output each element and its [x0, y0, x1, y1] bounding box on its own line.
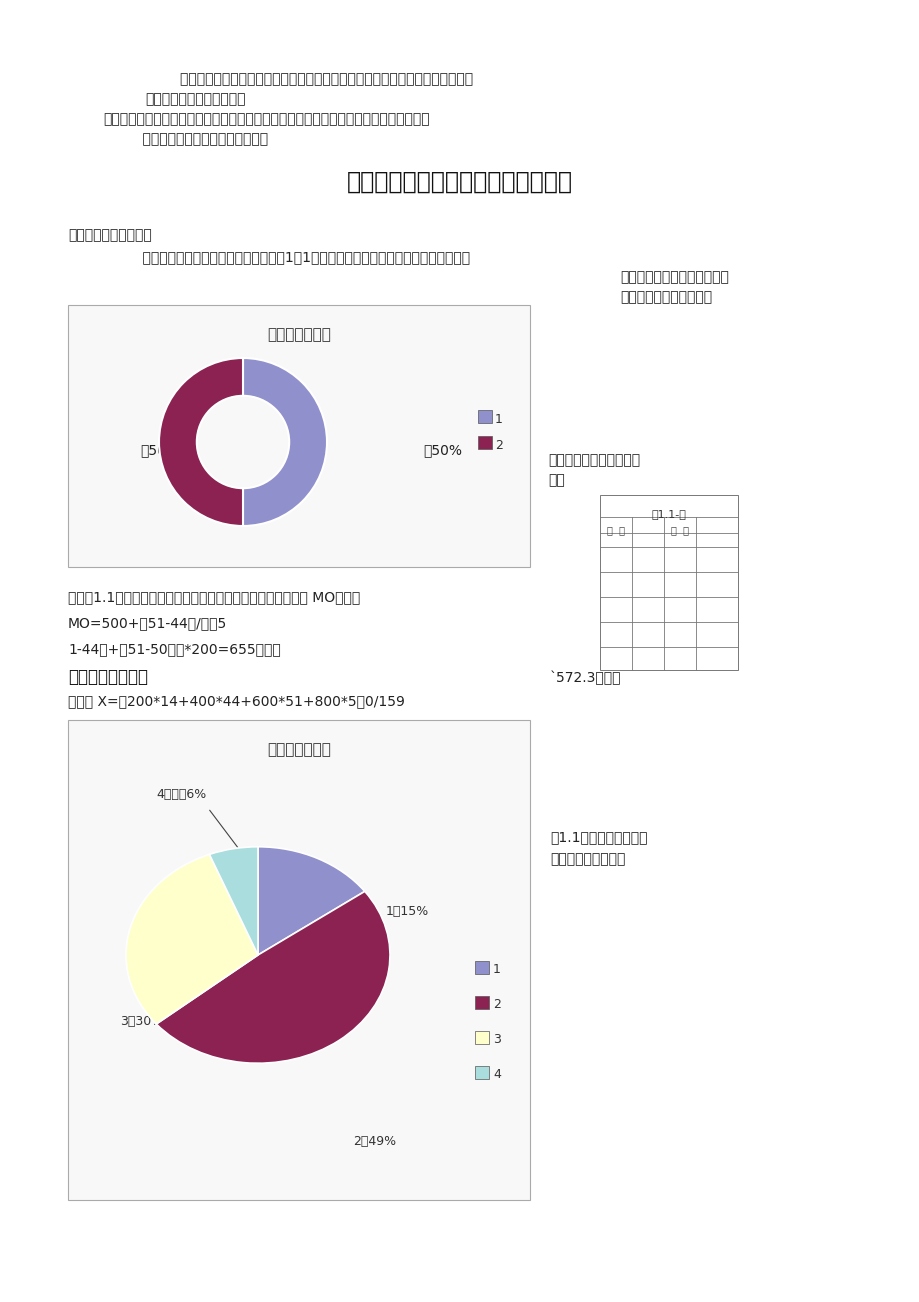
Text: 男50%: 男50%: [423, 443, 461, 457]
Text: 2: 2: [494, 439, 503, 452]
Text: 3次30%: 3次30%: [119, 1016, 163, 1029]
Wedge shape: [210, 846, 257, 954]
Bar: [478, 410, 492, 423]
Text: 被访问者的性别: 被访问者的性别: [267, 327, 331, 342]
Text: 在被访问者当中，基本上达到男女比例1：1的平衡，对于调查过程中出现男女之间价值: 在被访问者当中，基本上达到男女比例1：1的平衡，对于调查过程中出现男女之间价值: [125, 250, 470, 264]
Bar: [599, 495, 737, 671]
Text: MO=500+（51-44）/［（5: MO=500+（51-44）/［（5: [68, 616, 227, 630]
Bar: [474, 1031, 489, 1044]
Bar: [474, 961, 489, 974]
Text: 3: 3: [493, 1032, 500, 1046]
Wedge shape: [156, 892, 390, 1064]
Text: 1次15%: 1次15%: [386, 905, 429, 918]
Text: 2: 2: [493, 999, 500, 1010]
Wedge shape: [126, 854, 257, 1023]
Text: 大学生每月消费额: 大学生每月消费额: [68, 668, 148, 686]
Text: 1: 1: [493, 963, 500, 976]
Text: 表1.1-调: 表1.1-调: [651, 509, 686, 519]
Text: 向  向: 向 向: [670, 525, 688, 535]
Text: 大部分大学生在日常: 大部分大学生在日常: [550, 852, 625, 866]
Text: 计调查表格、问卷撰写调查计划书: 计调查表格、问卷撰写调查计划书: [125, 132, 267, 146]
Wedge shape: [257, 846, 365, 954]
Text: `572.3（元）: `572.3（元）: [550, 671, 621, 685]
Bar: [474, 996, 489, 1009]
Text: 根据表1.1的数据，经过计算可得到大学生每月消费水平的众数 MO的值：: 根据表1.1的数据，经过计算可得到大学生每月消费水平的众数 MO的值：: [68, 590, 360, 604]
Bar: [68, 720, 529, 1200]
Text: 对本土牙膏的普及率统计，市场需求潜力的测定与市场占有率测定。对搜索的信: 对本土牙膏的普及率统计，市场需求潜力的测定与市场占有率测定。对搜索的信: [145, 72, 472, 86]
Text: 析：: 析：: [548, 473, 564, 487]
Text: 的均值 X=（200*14+400*44+600*51+800*5）0/159: 的均值 X=（200*14+400*44+600*51+800*5）0/159: [68, 694, 404, 708]
Text: 4: 4: [493, 1068, 500, 1081]
Bar: [68, 305, 529, 566]
Text: 一天刷多少次牙: 一天刷多少次牙: [267, 742, 331, 756]
Bar: [474, 1066, 489, 1079]
Text: 息分类、整理或制成表格。: 息分类、整理或制成表格。: [145, 92, 245, 105]
Text: 2次49%: 2次49%: [353, 1135, 396, 1148]
Bar: [478, 436, 492, 449]
Text: 工  装: 工 装: [607, 525, 624, 535]
Text: 七）调查组织计划由本调查小组全面负责规划与实施组织、选择与分配本调查小组人员设: 七）调查组织计划由本调查小组全面负责规划与实施组织、选择与分配本调查小组人员设: [103, 112, 429, 126]
Text: 大学生对本土牙膏的需求的调查分析: 大学生对本土牙膏的需求的调查分析: [346, 171, 573, 194]
Wedge shape: [159, 358, 243, 526]
Text: 观、消费理念的不同引起的消: 观、消费理念的不同引起的消: [619, 270, 728, 284]
Text: 消费者基本情况分析：: 消费者基本情况分析：: [68, 228, 152, 242]
Text: 4次以上6%: 4次以上6%: [156, 788, 206, 801]
Text: 1: 1: [494, 413, 503, 426]
Text: 1-44）+（51-50）］*200=655（元）: 1-44）+（51-50）］*200=655（元）: [68, 642, 280, 656]
Text: 消费者消费状况与价格分: 消费者消费状况与价格分: [548, 453, 640, 467]
Text: 女50%: 女50%: [140, 443, 179, 457]
Wedge shape: [243, 358, 326, 526]
Text: 图1.1由右图可以看出，: 图1.1由右图可以看出，: [550, 829, 647, 844]
Text: 费差异可能性减到最低。: 费差异可能性减到最低。: [619, 290, 711, 303]
